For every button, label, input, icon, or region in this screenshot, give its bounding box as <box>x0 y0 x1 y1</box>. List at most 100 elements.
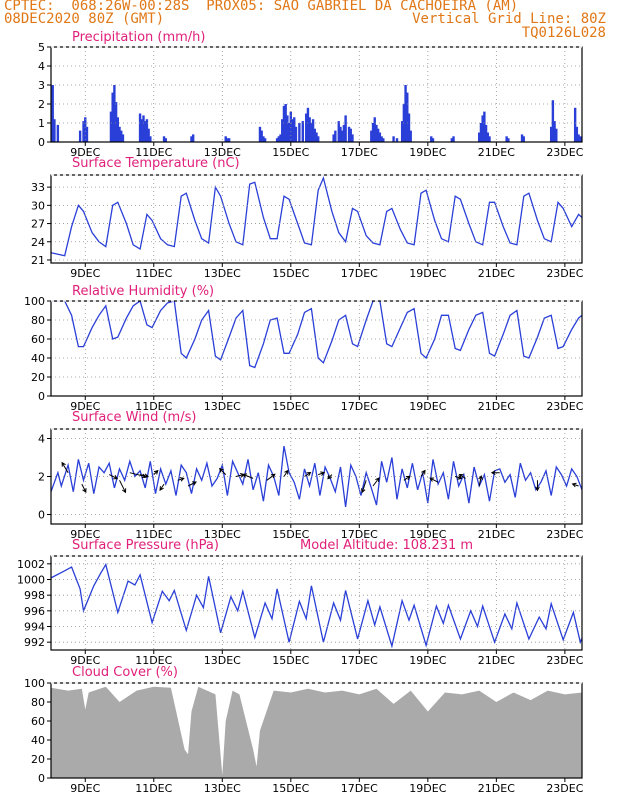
header-line1: CPTEC: 068:26W-00:28S PROX05: SAO GABRIE… <box>4 0 519 14</box>
precip-frame <box>50 46 583 143</box>
precip-bar <box>305 113 308 142</box>
precip-bar <box>82 121 85 142</box>
cloud-xtick-label: 21DEC <box>478 782 515 795</box>
cloud-xtick-label: 23DEC <box>546 782 583 795</box>
precip-bar <box>575 126 579 142</box>
precip-ytick-label: 3 <box>38 79 45 92</box>
precip-bar <box>53 119 56 142</box>
temp-xtick-label: 15DEC <box>272 267 309 280</box>
precip-bar <box>226 138 229 142</box>
rh-ytick-label: 100 <box>24 295 45 308</box>
precip-bar <box>522 136 525 142</box>
temp-line <box>51 175 582 257</box>
pres-xtick-label: 21DEC <box>478 654 515 667</box>
precip-panel: 0 1 2 3 4 5 9DEC 11DEC 13DEC 15DEC 17DEC 19DEC 21DEC… <box>38 30 584 159</box>
header-line2-right: Vertical Grid Line: 80Z <box>412 11 606 27</box>
rh-xtick-label: 23DEC <box>546 400 583 413</box>
precip-bar <box>279 134 282 142</box>
wind-line <box>51 445 582 507</box>
precip-bar <box>332 134 335 142</box>
precip-bar <box>286 115 289 142</box>
wind-arrow <box>139 473 150 479</box>
precip-bar <box>339 126 342 142</box>
precip-bar <box>298 123 301 142</box>
header-line3-right: TQ0126L028 <box>521 25 606 41</box>
precip-bar <box>407 113 411 142</box>
wind-arrow <box>187 481 197 487</box>
precip-title: Precipitation (mm/h) <box>72 30 205 45</box>
precip-xtick-label: 13DEC <box>204 146 241 159</box>
precip-bar <box>349 128 352 142</box>
precip-bar <box>344 115 347 142</box>
wind-arrow <box>490 470 500 476</box>
precip-bar <box>317 136 320 142</box>
rh-ytick-label: 0 <box>38 390 45 403</box>
precip-bar <box>577 134 580 142</box>
precip-bar <box>371 123 375 142</box>
temp-ytick-label: 27 <box>31 218 45 231</box>
wind-arrow <box>372 477 380 487</box>
precip-bar <box>315 132 318 142</box>
precip-bar <box>311 119 315 142</box>
precip-bar <box>378 132 382 142</box>
cloud-title: Cloud Cover (%) <box>72 665 178 680</box>
pres-title: Surface Pressure (hPa) <box>72 538 219 553</box>
rh-ytick-label: 40 <box>31 352 45 365</box>
precip-bar <box>579 136 582 142</box>
precip-bar <box>337 121 340 142</box>
wind-arrow <box>429 477 439 483</box>
wind-ytick-label: 4 <box>38 433 45 446</box>
pres-xtick-label: 17DEC <box>341 654 378 667</box>
precip-bar <box>293 117 296 142</box>
precip-bar <box>109 111 113 142</box>
wind-ytick-label: 2 <box>38 471 45 484</box>
temp-frame <box>50 174 583 264</box>
precip-bar <box>351 134 354 142</box>
wind-arrow <box>360 480 367 494</box>
rh-xtick-label: 13DEC <box>204 400 241 413</box>
wind-arrow <box>81 483 87 494</box>
precip-bar <box>484 124 488 142</box>
pres-ytick-label: 994 <box>24 621 45 634</box>
precip-bar <box>51 85 54 142</box>
precip-bar <box>488 136 491 142</box>
pres-xtick-label: 11DEC <box>135 654 172 667</box>
pres-ytick-label: 1002 <box>17 558 45 571</box>
precip-xtick-label: 21DEC <box>478 146 515 159</box>
cloud-ytick-label: 60 <box>31 715 45 728</box>
precip-xtick-label: 11DEC <box>135 146 172 159</box>
wind-arrow <box>153 469 159 475</box>
rh-xtick-label: 17DEC <box>341 400 378 413</box>
temp-panel: 21 24 27 30 33 9DEC 11DEC 13DEC 15DEC 17DEC 19DEC 2… <box>31 156 584 280</box>
precip-bar <box>287 123 291 142</box>
header-line2-left: 08DEC2020 80Z (GMT) <box>4 11 165 27</box>
precip-bar <box>395 138 399 142</box>
precip-bar <box>140 119 143 142</box>
precip-bar <box>114 102 118 142</box>
wind-arrow <box>109 474 119 480</box>
precip-bar <box>380 136 383 142</box>
pres-xtick-label: 13DEC <box>204 654 241 667</box>
precip-bar <box>147 128 150 142</box>
temp-ytick-label: 24 <box>31 236 45 249</box>
precip-bar <box>116 117 120 142</box>
precip-bar <box>191 134 195 142</box>
precip-bar <box>392 136 395 142</box>
precip-bar <box>138 113 142 142</box>
rh-xtick-label: 11DEC <box>135 400 172 413</box>
pres-panel: 992 994 996 998 1000 1002 9DEC 11DEC 13DEC 15DEC 1… <box>17 538 584 667</box>
cloud-ytick-label: 20 <box>31 753 45 766</box>
precip-bar <box>224 136 227 142</box>
precip-xtick-label: 17DEC <box>341 146 378 159</box>
rh-ytick-label: 20 <box>31 371 45 384</box>
precip-bar <box>306 107 310 142</box>
wind-ytick-label: 0 <box>38 509 45 522</box>
precip-bar <box>260 130 263 142</box>
precip-ytick-label: 5 <box>38 41 45 54</box>
rh-panel: 0 20 40 60 80 100 9DEC 11DEC 13DEC 15DEC 17DEC 19DE… <box>24 284 584 413</box>
precip-bar <box>400 121 404 142</box>
cloud-xtick-label: 13DEC <box>204 782 241 795</box>
precip-xtick-label: 15DEC <box>272 146 309 159</box>
cloud-area <box>51 686 582 778</box>
precip-bar <box>162 136 166 142</box>
